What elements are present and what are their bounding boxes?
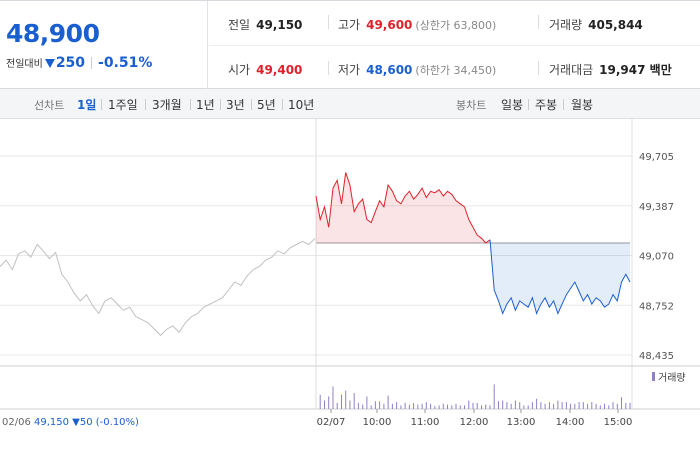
tab-1w[interactable]: 1주일 <box>108 98 138 112</box>
low-cell: 저가 48,600 (하한가 34,450) <box>338 61 496 78</box>
x-tick-label: 15:00 <box>604 417 633 428</box>
volume-legend-swatch <box>652 372 655 381</box>
x-tick-label: 02/07 <box>317 417 346 428</box>
divider <box>328 15 329 29</box>
volume-legend-label: 거래량 <box>658 372 686 384</box>
prev-day-date-label: 02/06 <box>2 417 31 428</box>
change-pct: -0.51% <box>98 55 153 71</box>
tab-divider <box>251 99 252 110</box>
volume-cell: 거래량 405,844 <box>549 16 643 33</box>
x-tick-label: 13:00 <box>507 417 536 428</box>
up-price-line <box>315 172 491 244</box>
tab-3m[interactable]: 3개월 <box>152 98 182 112</box>
high-label: 고가 <box>338 18 361 32</box>
prev-close-value: 49,150 <box>256 18 303 32</box>
up-area-fill <box>316 172 490 243</box>
down-price-line <box>489 239 631 315</box>
lower-limit: (하한가 34,450) <box>415 64 497 77</box>
change-abs: 250 <box>55 55 86 71</box>
x-tick-label: 11:00 <box>411 417 440 428</box>
prev-day-line <box>0 237 316 337</box>
chart-period-tabs: 선차트 1일 1주일 3개월 1년 3년 5년 10년 봉차트 일봉 주봉 월봉 <box>0 89 700 119</box>
tab-daily[interactable]: 일봉 <box>501 98 524 112</box>
low-label: 저가 <box>338 63 361 77</box>
tab-divider <box>528 99 529 110</box>
amount-label: 거래대금 <box>549 63 594 77</box>
divider <box>328 61 329 75</box>
y-tick-label: 49,070 <box>639 252 674 263</box>
quote-panel: 48,900 전일대비 250 -0.51% 전일 49,150 고가 49,600 (상… <box>0 0 700 89</box>
y-axis: 49,705 49,387 49,070 48,752 48,435 거래량 <box>639 152 686 384</box>
prev-close-cell: 전일 49,150 <box>228 16 302 33</box>
tab-monthly[interactable]: 월봉 <box>571 98 594 112</box>
tab-divider <box>190 99 191 110</box>
tab-10y[interactable]: 10년 <box>288 98 315 112</box>
line-chart-title: 선차트 <box>34 99 65 112</box>
divider <box>538 15 539 29</box>
chart-canvas: 49,705 49,387 49,070 48,752 48,435 거래량 02/07 1… <box>0 119 700 428</box>
tab-divider <box>220 99 221 110</box>
low-value: 48,600 <box>366 63 413 77</box>
y-tick-label: 49,705 <box>639 152 674 163</box>
tab-1y[interactable]: 1년 <box>196 98 215 112</box>
open-label: 시가 <box>228 63 251 77</box>
x-tick-label: 12:00 <box>460 417 489 428</box>
down-area-fill <box>489 239 630 314</box>
y-tick-label: 48,752 <box>639 301 674 312</box>
high-cell: 고가 49,600 (상한가 63,800) <box>338 16 496 33</box>
change-row: 전일대비 250 -0.51% <box>6 55 152 71</box>
open-cell: 시가 49,400 <box>228 61 302 78</box>
tab-divider <box>563 99 564 110</box>
tab-divider <box>101 99 102 110</box>
prev-close-label: 전일 <box>228 18 251 32</box>
area-fills <box>316 172 630 314</box>
tab-5y[interactable]: 5년 <box>257 98 276 112</box>
current-price: 48,900 <box>6 19 100 48</box>
down-triangle-icon <box>44 59 55 68</box>
x-axis: 02/07 10:00 11:00 12:00 13:00 14:00 15:00 02/06… <box>2 409 632 428</box>
tab-divider <box>282 99 283 110</box>
candle-chart-title: 봉차트 <box>456 99 487 112</box>
prev-day-summary: 49,150 ▼50 (-0.10%) <box>34 417 139 428</box>
y-tick-label: 49,387 <box>639 202 674 213</box>
row-divider <box>209 45 700 46</box>
volume-label: 거래량 <box>549 18 583 32</box>
x-tick-label: 10:00 <box>363 417 392 428</box>
change-label: 전일대비 <box>6 59 43 70</box>
open-value: 49,400 <box>256 63 303 77</box>
intraday-chart[interactable]: 49,705 49,387 49,070 48,752 48,435 거래량 02/07 1… <box>0 119 700 450</box>
volume-value: 405,844 <box>588 18 643 32</box>
upper-limit: (상한가 63,800) <box>415 19 497 32</box>
change-divider <box>91 57 93 69</box>
price-lines <box>0 172 631 337</box>
tab-weekly[interactable]: 주봉 <box>535 98 558 112</box>
current-price-box: 48,900 전일대비 250 -0.51% <box>0 1 208 89</box>
y-tick-label: 48,435 <box>639 351 674 362</box>
tab-1d[interactable]: 1일 <box>77 98 97 112</box>
amount-cell: 거래대금 19,947 백만 <box>549 61 672 78</box>
volume-bars <box>319 384 631 409</box>
x-tick-label: 14:00 <box>556 417 585 428</box>
tab-divider <box>145 99 146 110</box>
tab-3y[interactable]: 3년 <box>226 98 245 112</box>
amount-value: 19,947 백만 <box>599 63 672 77</box>
divider <box>538 61 539 75</box>
high-value: 49,600 <box>366 18 413 32</box>
grid <box>0 119 700 410</box>
